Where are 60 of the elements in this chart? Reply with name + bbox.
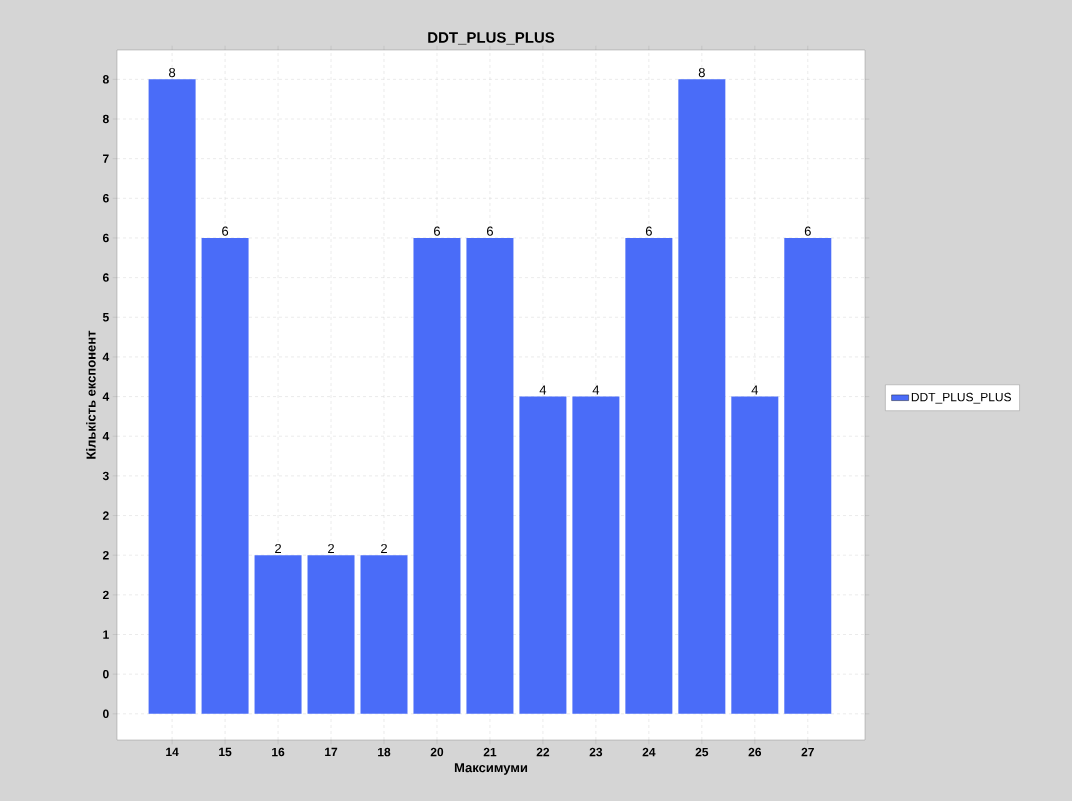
y-tick-label: 8 xyxy=(102,114,109,124)
x-axis-title: Максимуми xyxy=(454,763,528,775)
y-tick-label: 6 xyxy=(102,233,109,243)
y-tick-label: 1 xyxy=(103,630,109,639)
x-tick-label: 23 xyxy=(589,747,603,757)
data-label: 6 xyxy=(486,226,493,236)
y-tick-label: 4 xyxy=(102,352,110,362)
data-label: 2 xyxy=(275,543,281,553)
bar xyxy=(784,237,832,714)
data-label: 6 xyxy=(222,226,229,236)
x-tick-label: 25 xyxy=(695,747,709,757)
y-tick-label: 3 xyxy=(102,471,109,481)
data-label: 4 xyxy=(539,385,547,395)
bar xyxy=(307,555,355,714)
legend-label: DDT_PLUS_PLUS xyxy=(911,392,1011,404)
x-tick-label: 26 xyxy=(748,747,762,757)
bar xyxy=(731,396,779,714)
bar xyxy=(519,396,567,714)
data-label: 8 xyxy=(169,67,176,78)
data-label: 2 xyxy=(381,543,387,553)
data-label: 8 xyxy=(698,67,705,78)
y-tick-label: 2 xyxy=(102,511,109,520)
x-tick-label: 24 xyxy=(642,747,656,757)
data-label: 2 xyxy=(328,543,334,553)
y-tick-label: 2 xyxy=(102,551,109,560)
bar xyxy=(254,555,302,714)
y-tick-label: 7 xyxy=(103,154,109,163)
x-tick-label: 18 xyxy=(378,747,391,757)
y-tick-label: 8 xyxy=(102,75,109,84)
y-tick-label: 0 xyxy=(103,709,109,719)
bar xyxy=(413,237,461,714)
bar xyxy=(625,237,673,714)
data-label: 6 xyxy=(434,226,441,236)
y-tick-label: 0 xyxy=(103,669,109,679)
y-axis-title: Кількість експонент xyxy=(86,330,96,459)
y-tick-label: 4 xyxy=(102,392,110,401)
x-tick-label: 17 xyxy=(325,747,338,757)
y-tick-label: 2 xyxy=(102,590,109,600)
data-label: 4 xyxy=(751,385,759,395)
data-label: 6 xyxy=(804,226,811,236)
y-tick-label: 5 xyxy=(102,313,109,322)
x-tick-label: 22 xyxy=(536,747,550,757)
chart-title: DDT_PLUS_PLUS xyxy=(428,32,555,45)
y-tick-label: 6 xyxy=(102,273,109,282)
y-tick-label: 6 xyxy=(102,194,109,203)
x-tick-label: 14 xyxy=(166,747,179,757)
x-tick-label: 20 xyxy=(430,747,444,757)
x-tick-label: 27 xyxy=(801,747,814,757)
bar xyxy=(201,237,249,714)
x-tick-label: 21 xyxy=(483,747,497,757)
bar xyxy=(466,237,514,714)
bar xyxy=(360,555,408,714)
bar xyxy=(148,79,196,714)
y-tick-label: 4 xyxy=(102,432,110,441)
data-label: 4 xyxy=(592,385,600,395)
bar xyxy=(572,396,620,714)
x-tick-label: 15 xyxy=(219,747,232,757)
data-label: 6 xyxy=(645,226,652,236)
bar xyxy=(678,79,726,714)
x-tick-label: 16 xyxy=(272,747,285,757)
